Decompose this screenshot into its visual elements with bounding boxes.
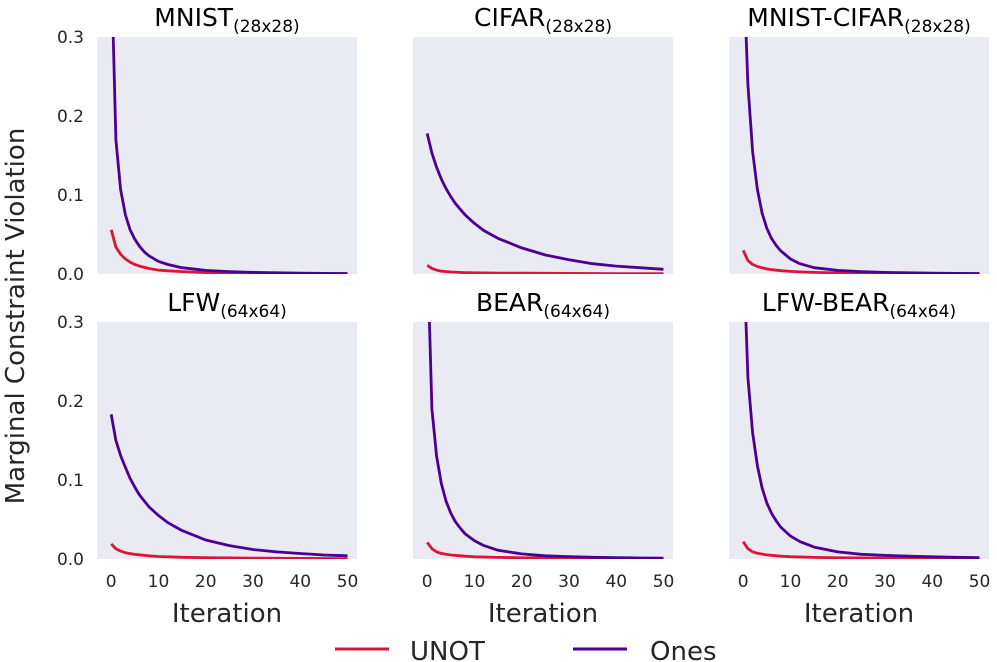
y-tick-label: 0.1	[57, 471, 84, 491]
plot-area	[97, 322, 357, 559]
x-tick-label: 10	[780, 572, 802, 592]
x-axis-label: Iteration	[804, 599, 914, 629]
x-tick-label: 30	[242, 572, 264, 592]
x-tick-label: 50	[337, 572, 359, 592]
series-line-ones	[109, 414, 348, 558]
plot-area	[729, 322, 989, 559]
panel-lfw-bear: LFW-BEAR(64x64) 0 10 20 30 40 50 Iteration	[729, 288, 991, 629]
x-tick-label: 40	[289, 572, 311, 592]
y-axis-label: Marginal Constraint Violation	[1, 128, 31, 505]
series-line-ones	[111, 37, 348, 274]
y-tick-label: 0.2	[57, 107, 84, 127]
x-tick-label: 50	[969, 572, 991, 592]
series-line-unot	[110, 543, 348, 559]
x-tick-label: 20	[827, 572, 849, 592]
series-line-unot	[426, 264, 664, 274]
panel-title-main: LFW	[167, 288, 220, 317]
panel-title-subscript: (28x28)	[904, 17, 971, 37]
panel-title: MNIST-CIFAR(28x28)	[747, 3, 971, 37]
plot-area	[413, 322, 673, 559]
panel-lfw: LFW(64x64) 0.0 0.1 0.2 0.3 0 10 20 30 40 50 Iterati…	[57, 288, 358, 629]
panel-title-subscript: (28x28)	[233, 17, 300, 37]
panel-title: MNIST(28x28)	[154, 3, 299, 37]
plot-area	[97, 37, 357, 274]
series-line-ones	[744, 322, 980, 559]
y-tick-label: 0.2	[57, 392, 84, 412]
panel-title-subscript: (64x64)	[220, 302, 287, 322]
x-tick-label: 0	[106, 572, 117, 592]
panel-title-main: MNIST-CIFAR	[747, 3, 904, 32]
panel-title: BEAR(64x64)	[476, 288, 610, 322]
panel-title: CIFAR(28x28)	[474, 3, 612, 37]
plot-area	[413, 37, 673, 274]
panel-title: LFW(64x64)	[167, 288, 287, 322]
panel-title-subscript: (28x28)	[545, 17, 612, 37]
series-line-ones	[428, 322, 664, 559]
x-tick-label: 30	[558, 572, 580, 592]
legend-label-unot: UNOT	[410, 637, 485, 662]
series-line-ones	[744, 37, 980, 274]
panel-title-subscript: (64x64)	[543, 302, 610, 322]
y-tick-label: 0.3	[57, 28, 84, 48]
panel-title-main: LFW-BEAR	[762, 288, 890, 317]
y-tick-label: 0.3	[57, 313, 84, 333]
x-tick-label: 10	[464, 572, 486, 592]
plot-area	[729, 37, 989, 274]
series-line-ones	[425, 133, 664, 271]
panel-cifar: CIFAR(28x28)	[413, 3, 673, 274]
panel-title: LFW-BEAR(64x64)	[762, 288, 956, 322]
panel-title-main: CIFAR	[474, 3, 545, 32]
panel-title-main: MNIST	[154, 3, 234, 32]
panel-bear: BEAR(64x64) 0 10 20 30 40 50 Iteration	[413, 288, 675, 629]
panel-mnist: MNIST(28x28) 0.0 0.1 0.2 0.3	[57, 3, 357, 285]
panel-mnist-cifar: MNIST-CIFAR(28x28)	[729, 3, 989, 274]
x-tick-label: 50	[653, 572, 675, 592]
x-tick-label: 20	[195, 572, 217, 592]
x-tick-label: 20	[511, 572, 533, 592]
legend: UNOT Ones	[335, 637, 717, 662]
y-tick-label: 0.0	[57, 265, 84, 285]
x-tick-label: 0	[738, 572, 749, 592]
x-axis-label: Iteration	[488, 599, 598, 629]
x-tick-label: 40	[605, 572, 627, 592]
series-line-unot	[742, 540, 980, 559]
x-tick-label: 40	[921, 572, 943, 592]
x-tick-label: 10	[148, 572, 170, 592]
y-tick-label: 0.0	[57, 550, 84, 570]
y-tick-label: 0.1	[57, 186, 84, 206]
x-tick-label: 0	[422, 572, 433, 592]
panel-title-main: BEAR	[476, 288, 543, 317]
legend-label-ones: Ones	[650, 637, 717, 662]
x-tick-label: 30	[874, 572, 896, 592]
x-axis-label: Iteration	[172, 599, 282, 629]
panel-title-subscript: (64x64)	[889, 302, 956, 322]
